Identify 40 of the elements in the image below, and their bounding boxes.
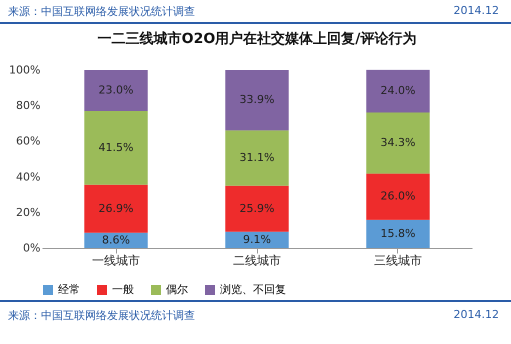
y-tick-label: 20%	[16, 206, 40, 219]
bar	[84, 70, 148, 111]
data-label: 26.9%	[98, 202, 134, 215]
x-tick-label: 一线城市	[92, 254, 140, 268]
source-note: 来源：中国互联网络发展状况统计调查	[8, 4, 195, 19]
data-label: 41.5%	[98, 140, 134, 154]
bar	[225, 186, 289, 232]
bar	[225, 130, 289, 186]
y-tick-label: 0%	[23, 242, 40, 254]
data-label: 31.1%	[240, 151, 274, 164]
chart-title: 一二三线城市O2O用户在社交媒体上回复/评论行为	[98, 30, 416, 47]
x-tick-label: 二线城市	[233, 254, 281, 268]
data-label: 24.0%	[380, 84, 416, 98]
text: 2014.12	[454, 4, 499, 17]
data-label: 33.9%	[240, 93, 274, 106]
source-note: 来源：中国互联网络发展状况统计调查	[8, 308, 195, 323]
bar	[366, 70, 430, 113]
legend-label: 偶尔	[166, 283, 188, 296]
x-tick-label: 三线城市	[374, 254, 422, 268]
data-label: 26.0%	[380, 190, 416, 203]
data-label: 34.3%	[380, 136, 416, 150]
bar	[225, 70, 289, 130]
data-label: 15.8%	[380, 226, 416, 240]
y-tick-label: 100%	[9, 64, 40, 76]
bar	[366, 174, 430, 220]
bar	[84, 184, 148, 233]
bar	[366, 112, 430, 174]
data-label: 8.6%	[102, 233, 130, 246]
text: 2014.12	[454, 308, 499, 321]
legend-label: 经常	[58, 283, 80, 296]
data-label: 9.1%	[243, 232, 271, 246]
y-tick-label: 40%	[16, 170, 40, 184]
legend-label: 浏览、不回复	[220, 283, 286, 296]
data-label: 25.9%	[240, 202, 274, 215]
bar	[84, 110, 148, 185]
y-tick-label: 60%	[16, 134, 40, 148]
legend-label: 一般	[112, 283, 134, 296]
data-label: 23.0%	[98, 83, 134, 96]
bar	[366, 220, 430, 248]
y-tick-label: 80%	[16, 99, 40, 112]
